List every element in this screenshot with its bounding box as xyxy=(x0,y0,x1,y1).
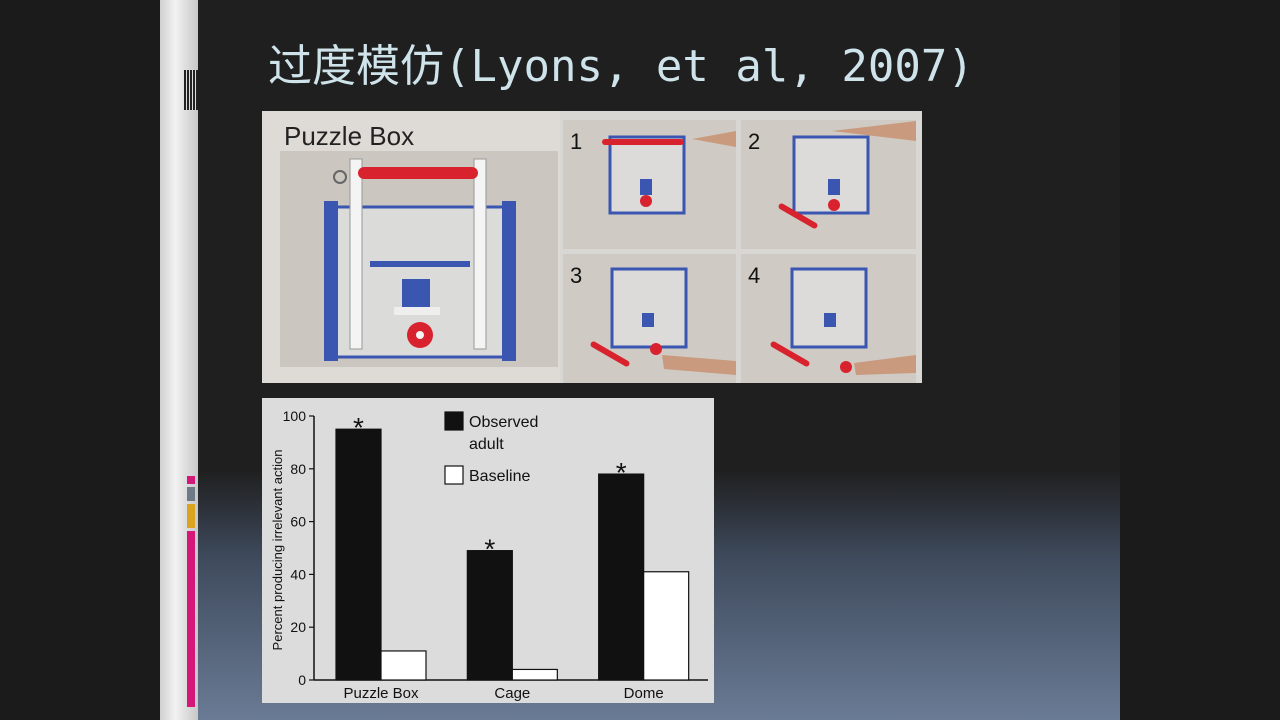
rail-accent-gray xyxy=(187,487,195,501)
step-photo-1: 1 xyxy=(563,120,736,249)
x-tick-label: Puzzle Box xyxy=(343,685,419,702)
legend-swatch-observed xyxy=(444,411,464,431)
bar-baseline-cage xyxy=(511,668,558,681)
step-photo-4: 4 xyxy=(741,254,916,383)
slide: 过度模仿(Lyons, et al, 2007) Puzzle Box xyxy=(160,0,1120,720)
y-axis-ticks: 0 20 40 60 80 100 xyxy=(283,408,314,688)
left-rail xyxy=(160,0,198,720)
y-tick-label: 20 xyxy=(290,619,306,635)
y-tick-label: 60 xyxy=(290,514,306,530)
rail-accent-pink xyxy=(187,531,195,707)
bar-baseline-dome xyxy=(643,571,690,681)
puzzle-box-photos: Puzzle Box xyxy=(262,111,916,383)
significance-star: * xyxy=(484,534,495,565)
slide-title: 过度模仿(Lyons, et al, 2007) xyxy=(268,41,974,92)
rail-accent-pink-top xyxy=(187,476,195,484)
bar-observed-puzzle-box xyxy=(335,428,382,681)
puzzle-box-photo-panel: Puzzle Box xyxy=(262,111,922,383)
main-puzzle-box-illustration xyxy=(324,158,516,361)
y-tick-label: 40 xyxy=(290,566,306,582)
bar-baseline-puzzle-box xyxy=(380,650,427,681)
significance-markers: * * * xyxy=(353,412,627,564)
x-tick-label: Dome xyxy=(624,685,664,702)
step-label-3: 3 xyxy=(570,263,582,288)
step-label-4: 4 xyxy=(748,263,760,288)
chart-legend: Observed adult Baseline xyxy=(444,411,538,485)
bar-chart: 0 20 40 60 80 100 * * * Puzzle Box Cage Dome Obse… xyxy=(270,408,708,702)
step-photo-2: 2 xyxy=(741,120,916,249)
x-tick-label: Cage xyxy=(494,685,530,702)
y-tick-label: 0 xyxy=(298,672,306,688)
legend-label: adult xyxy=(469,436,504,453)
y-tick-label: 80 xyxy=(290,461,306,477)
rail-barcode-mark xyxy=(184,70,198,110)
significance-star: * xyxy=(616,457,627,488)
legend-label: Observed xyxy=(469,414,538,431)
y-axis-label: Percent producing irrelevant action xyxy=(270,450,285,651)
legend-swatch-baseline xyxy=(444,465,464,485)
bar-observed-cage xyxy=(466,550,513,681)
chart-panel: 0 20 40 60 80 100 * * * Puzzle Box Cage Dome Obse… xyxy=(262,398,714,703)
x-axis-labels: Puzzle Box Cage Dome xyxy=(343,685,663,702)
step-photo-3: 3 xyxy=(563,254,736,383)
y-tick-label: 100 xyxy=(283,408,307,424)
significance-star: * xyxy=(353,412,364,443)
bar-observed-dome xyxy=(598,473,645,681)
step-label-1: 1 xyxy=(570,129,582,154)
chart-bars xyxy=(335,428,690,681)
legend-label: Baseline xyxy=(469,468,530,485)
rail-accent-gold xyxy=(187,504,195,528)
puzzle-box-heading: Puzzle Box xyxy=(284,121,414,151)
step-label-2: 2 xyxy=(748,129,760,154)
